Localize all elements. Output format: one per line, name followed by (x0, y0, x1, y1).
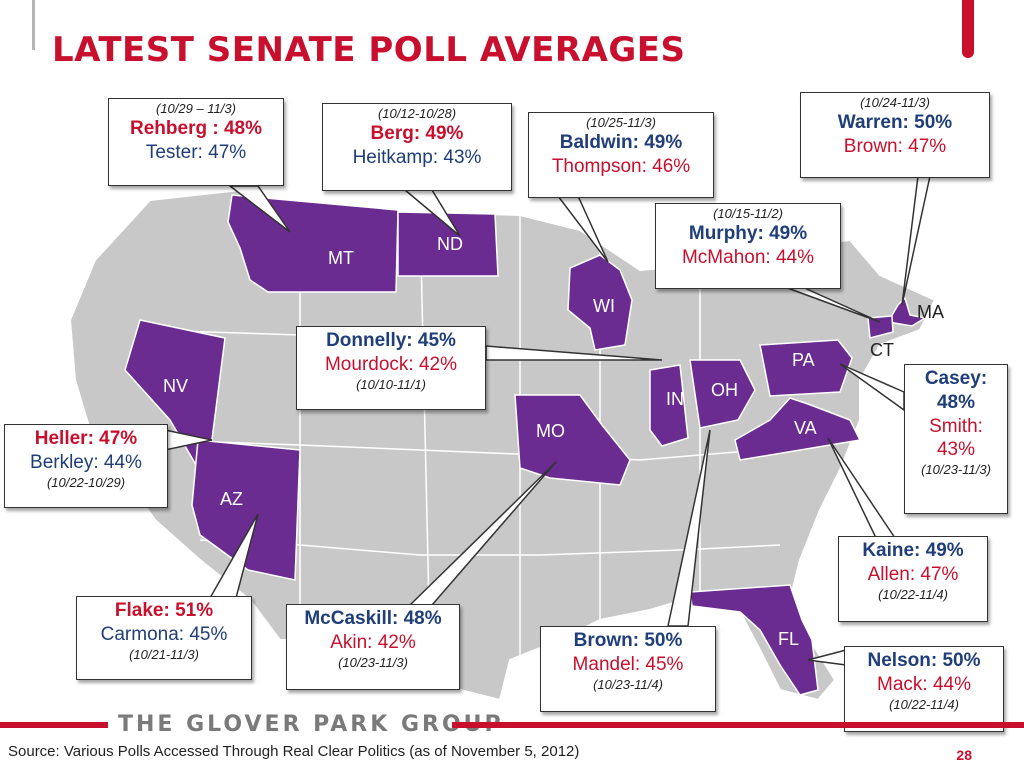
poll-date: (10/29 – 11/3) (156, 101, 236, 116)
poll-candidate-pct: 43% (936, 439, 976, 461)
poll-candidate-leader: Flake: 51% (114, 600, 214, 621)
poll-candidate-leader: Rehberg : 48% (130, 118, 262, 140)
poll-date: (10/23-11/4) (593, 676, 663, 692)
poll-candidate-leader: Donnelly: 45% (326, 330, 456, 351)
poll-candidate-leader: Berg: 49% (370, 123, 464, 145)
poll-date: (10/23-11/3) (338, 654, 408, 670)
poll-date: (10/10-11/1) (356, 376, 426, 392)
state-fl (689, 584, 819, 696)
poll-date: (10/22-11/4) (889, 696, 959, 712)
poll-callout-mt: (10/29 – 11/3) Rehberg : 48% Tester: 47% (108, 98, 284, 186)
state-pa (759, 339, 853, 397)
pointer-ma (901, 175, 931, 306)
title-accent-rule (32, 0, 35, 50)
poll-candidate: Mack: 44% (877, 673, 971, 695)
poll-candidate-leader: Kaine: 49% (862, 540, 964, 561)
state-va (734, 397, 862, 461)
poll-candidate-leader: Brown: 50% (573, 630, 683, 651)
page-number: 28 (956, 747, 972, 763)
state-label-ct: CT (870, 340, 894, 360)
footer-rule-left (0, 722, 108, 728)
pointer-va (827, 437, 897, 539)
state-label-nv: NV (163, 376, 188, 396)
state-az (191, 439, 301, 581)
state-label-pa: PA (792, 350, 815, 370)
poll-candidate-leader: Nelson: 50% (867, 650, 981, 671)
state-label-nd: ND (437, 234, 463, 254)
poll-callout-wi: (10/25-11/3) Baldwin: 49% Thompson: 46% (528, 112, 714, 198)
source-note: Source: Various Polls Accessed Through R… (8, 743, 580, 760)
poll-date: (10/23-11/3) (921, 462, 991, 477)
poll-callout-oh: Brown: 50% Mandel: 45% (10/23-11/4) (540, 626, 716, 712)
poll-candidate: Allen: 47% (867, 563, 959, 585)
poll-candidate: Thompson: 46% (551, 156, 691, 177)
state-label-wi: WI (593, 296, 615, 316)
poll-candidate: Berkley: 44% (30, 451, 142, 473)
poll-callout-ma: (10/24-11/3) Warren: 50% Brown: 47% (800, 92, 990, 178)
poll-candidate-leader: McCaskill: 48% (304, 608, 442, 629)
poll-candidate-name: Smith: (929, 415, 983, 437)
poll-candidate: Mandel: 45% (572, 653, 684, 675)
poll-candidate-leader: Murphy: 49% (688, 223, 808, 245)
pointer-mt (227, 185, 291, 233)
page-title: LATEST SENATE POLL AVERAGES (52, 30, 686, 70)
state-label-az: AZ (220, 489, 243, 509)
state-ct (867, 315, 894, 339)
corner-brand-mark (962, 0, 974, 58)
poll-candidate-leader: Warren: 50% (837, 112, 953, 134)
poll-date: (10/22-10/29) (46, 474, 126, 490)
pointer-in (485, 345, 663, 361)
poll-candidate-leader-pct: 48% (936, 391, 976, 413)
poll-candidate: Brown: 47% (843, 136, 947, 157)
poll-candidate-leader-name: Casey: (924, 368, 988, 389)
poll-callout-mo: McCaskill: 48% Akin: 42% (10/23-11/3) (286, 604, 460, 690)
poll-callout-ct: (10/15-11/2) Murphy: 49% McMahon: 44% (655, 203, 841, 289)
state-mo (514, 394, 631, 486)
poll-candidate: Akin: 42% (330, 631, 416, 653)
poll-callout-nv: Heller: 47% Berkley: 44% (10/22-10/29) (4, 424, 168, 508)
state-label-mt: MT (328, 248, 354, 268)
poll-date: (10/22-11/4) (878, 586, 948, 602)
poll-callout-az: Flake: 51% Carmona: 45% (10/21-11/3) (76, 596, 252, 680)
footer-rule-right (452, 722, 1024, 728)
state-label-va: VA (794, 418, 817, 438)
poll-callout-nd: (10/12-10/28) Berg: 49% Heitkamp: 43% (322, 103, 512, 191)
state-label-in: IN (666, 389, 684, 409)
poll-date: (10/15-11/2) (713, 206, 783, 221)
state-oh (689, 359, 756, 429)
poll-callout-pa: Casey: 48% Smith: 43% (10/23-11/3) (904, 364, 1008, 514)
state-label-oh: OH (711, 380, 738, 400)
poll-candidate: Carmona: 45% (100, 623, 228, 645)
poll-candidate-leader: Heller: 47% (34, 428, 138, 449)
poll-date: (10/12-10/28) (377, 106, 457, 121)
poll-callout-va: Kaine: 49% Allen: 47% (10/22-11/4) (838, 536, 988, 622)
poll-candidate-leader: Baldwin: 49% (559, 132, 683, 154)
poll-callout-fl: Nelson: 50% Mack: 44% (10/22-11/4) (844, 646, 1004, 732)
state-label-mo: MO (536, 421, 565, 441)
state-mt (227, 194, 399, 293)
state-label-ma: MA (917, 302, 944, 322)
poll-date: (10/25-11/3) (586, 115, 656, 130)
poll-candidate: Tester: 47% (145, 142, 247, 163)
poll-candidate: McMahon: 44% (681, 247, 814, 268)
poll-date: (10/24-11/3) (860, 95, 930, 110)
callout-pointers (164, 175, 931, 666)
company-logo: THE GLOVER PARK GROUP (118, 712, 504, 737)
state-nd (397, 211, 499, 277)
poll-candidate: Mourdock: 42% (324, 353, 457, 375)
highlighted-states (124, 194, 928, 696)
state-label-fl: FL (778, 629, 799, 649)
poll-date: (10/21-11/3) (129, 646, 199, 662)
poll-callout-in: Donnelly: 45% Mourdock: 42% (10/10-11/1) (296, 326, 486, 410)
state-in (649, 364, 689, 447)
poll-candidate: Heitkamp: 43% (352, 147, 482, 168)
